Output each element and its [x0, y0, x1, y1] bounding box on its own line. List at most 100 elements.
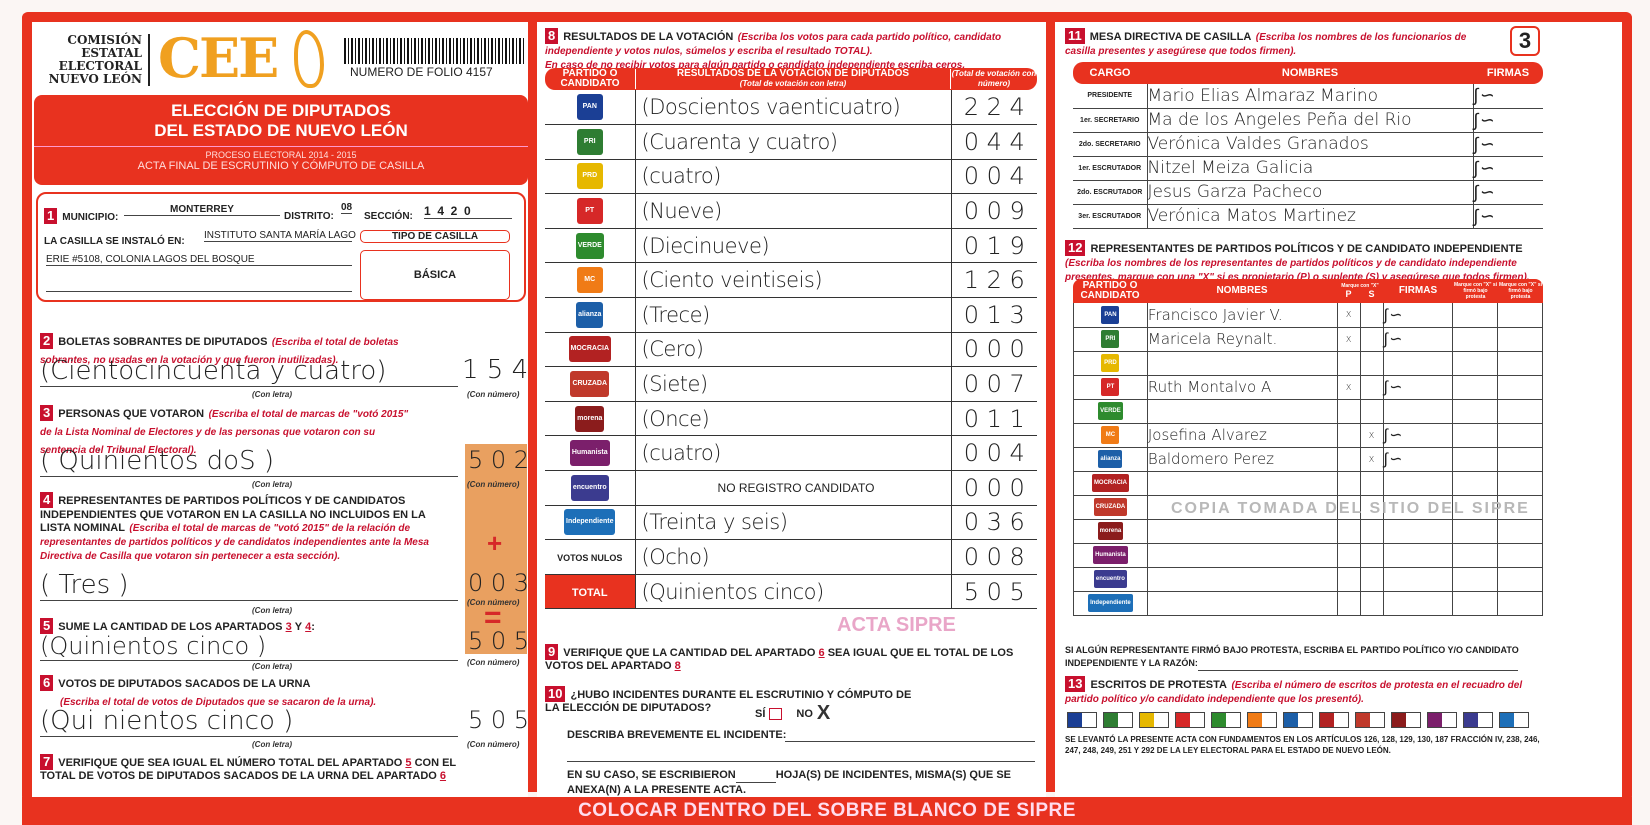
votes-numero-field[interactable]: 0 0 0 — [951, 470, 1037, 506]
nombre-field[interactable]: Ma de los Angeles Peña del Rio — [1146, 108, 1473, 133]
propietario-checkbox[interactable] — [1337, 543, 1361, 568]
nombre-field[interactable]: Maricela Reynalt. — [1147, 327, 1338, 352]
votes-numero-field[interactable]: 0 1 1 — [951, 401, 1037, 437]
protesta-checkbox[interactable] — [1497, 567, 1543, 592]
votes-letra-field[interactable]: (Once) — [635, 401, 952, 437]
suplente-checkbox[interactable] — [1360, 399, 1384, 424]
votes-numero-field[interactable]: 0 3 6 — [951, 505, 1037, 541]
seccion-field[interactable]: 1 4 2 0 — [424, 204, 512, 219]
incident-description-line[interactable] — [567, 748, 1035, 762]
votaron-letra-field[interactable]: ( Quinientos doS ) — [40, 446, 458, 477]
nombre-field[interactable]: Mario Elias Almaraz Marino — [1146, 84, 1473, 109]
propietario-checkbox[interactable] — [1337, 423, 1361, 448]
suplente-checkbox[interactable] — [1360, 327, 1384, 352]
protesta-checkbox[interactable] — [1452, 423, 1499, 448]
votes-numero-field[interactable]: 0 0 9 — [951, 193, 1037, 229]
votes-numero-field[interactable]: 0 0 7 — [951, 366, 1037, 402]
suma-letra-field[interactable]: (Quinientos cinco ) — [40, 632, 458, 661]
votaron-numero-field[interactable]: 5 0 2 — [468, 446, 530, 474]
protesta-checkbox[interactable] — [1452, 375, 1499, 400]
suplente-checkbox[interactable] — [1360, 567, 1384, 592]
nombre-field[interactable] — [1147, 543, 1338, 568]
suplente-checkbox[interactable] — [1360, 471, 1384, 496]
firma-field[interactable]: ∫∽ — [1383, 375, 1454, 400]
protesta-checkbox[interactable] — [1497, 375, 1543, 400]
votes-numero-field[interactable]: 0 0 4 — [951, 435, 1037, 472]
votes-numero-field[interactable]: 0 4 4 — [951, 124, 1037, 160]
nombre-field[interactable]: Nitzel Meiza Galicia — [1146, 156, 1473, 181]
nombre-field[interactable]: Verónica Valdes Granados — [1146, 132, 1473, 157]
protesta-checkbox[interactable] — [1497, 423, 1543, 448]
suplente-checkbox[interactable] — [1360, 495, 1384, 520]
votes-letra-field[interactable]: (Nueve) — [635, 193, 952, 229]
escrito-protesta-box[interactable] — [1175, 712, 1205, 728]
votes-letra-field[interactable]: (cuatro) — [635, 159, 952, 195]
hojas-count-field[interactable] — [735, 768, 776, 783]
nombre-field[interactable] — [1147, 351, 1338, 376]
votes-numero-field[interactable]: 0 0 0 — [951, 332, 1037, 368]
address-field[interactable]: ERIE #5108, COLONIA LAGOS DEL BOSQUE — [46, 254, 352, 266]
nombre-field[interactable] — [1147, 591, 1338, 616]
votes-letra-field[interactable]: (cuatro) — [635, 435, 952, 472]
protesta-checkbox[interactable] — [1497, 351, 1543, 376]
nombre-field[interactable]: Jesus Garza Pacheco — [1146, 180, 1473, 205]
nombre-field[interactable]: Ruth Montalvo A — [1147, 375, 1338, 400]
votes-letra-field[interactable]: (Quinientos cinco) — [635, 574, 952, 610]
votes-numero-field[interactable]: 0 1 9 — [951, 228, 1037, 264]
urna-numero-field[interactable]: 5 0 5 — [468, 706, 530, 734]
propietario-checkbox[interactable]: X — [1337, 303, 1361, 328]
escrito-protesta-box[interactable] — [1283, 712, 1313, 728]
nombre-field[interactable] — [1147, 567, 1338, 592]
suplente-checkbox[interactable] — [1360, 543, 1384, 568]
escrito-protesta-box[interactable] — [1463, 712, 1493, 728]
firma-field[interactable] — [1383, 519, 1454, 544]
firma-field[interactable]: ∫∽ — [1472, 84, 1543, 109]
suplente-checkbox[interactable] — [1360, 519, 1384, 544]
votes-numero-field[interactable]: 0 1 3 — [951, 297, 1037, 333]
suma-numero-field[interactable]: 5 0 5 — [468, 627, 530, 655]
propietario-checkbox[interactable] — [1337, 471, 1361, 496]
protesta-reason-field[interactable] — [1197, 657, 1518, 671]
firma-field[interactable] — [1383, 543, 1454, 568]
nombre-field[interactable]: Francisco Javier V. — [1147, 303, 1338, 328]
protesta-checkbox[interactable] — [1452, 591, 1499, 616]
protesta-checkbox[interactable] — [1452, 303, 1499, 328]
votes-letra-field[interactable]: (Doscientos vaenticuatro) — [635, 90, 952, 126]
escrito-protesta-box[interactable] — [1391, 712, 1421, 728]
propietario-checkbox[interactable]: X — [1337, 327, 1361, 352]
votes-letra-field[interactable]: NO REGISTRO CANDIDATO — [635, 470, 952, 506]
escrito-protesta-box[interactable] — [1499, 712, 1529, 728]
escrito-protesta-box[interactable] — [1355, 712, 1385, 728]
suplente-checkbox[interactable] — [1360, 375, 1384, 400]
protesta-checkbox[interactable] — [1452, 519, 1499, 544]
votes-numero-field[interactable]: 0 0 4 — [951, 159, 1037, 195]
escrito-protesta-box[interactable] — [1139, 712, 1169, 728]
votes-letra-field[interactable]: (Cero) — [635, 332, 952, 368]
protesta-checkbox[interactable] — [1452, 543, 1499, 568]
propietario-checkbox[interactable] — [1337, 399, 1361, 424]
protesta-checkbox[interactable] — [1452, 495, 1499, 520]
votes-letra-field[interactable]: (Ciento veintiseis) — [635, 262, 952, 299]
escrito-protesta-box[interactable] — [1247, 712, 1277, 728]
protesta-checkbox[interactable] — [1497, 399, 1543, 424]
distrito-field[interactable]: 08 — [341, 202, 353, 214]
firma-field[interactable] — [1383, 591, 1454, 616]
firma-field[interactable] — [1383, 495, 1454, 520]
nombre-field[interactable]: Josefina Alvarez — [1147, 423, 1338, 448]
protesta-checkbox[interactable] — [1452, 471, 1499, 496]
protesta-checkbox[interactable] — [1452, 351, 1499, 376]
protesta-checkbox[interactable] — [1497, 327, 1543, 352]
representantes-letra-field[interactable]: ( Tres ) — [40, 570, 458, 601]
firma-field[interactable]: ∫∽ — [1472, 204, 1543, 229]
protesta-checkbox[interactable] — [1452, 447, 1499, 472]
firma-field[interactable] — [1383, 471, 1454, 496]
nombre-field[interactable] — [1147, 471, 1338, 496]
protesta-checkbox[interactable] — [1497, 447, 1543, 472]
suplente-checkbox[interactable] — [1360, 591, 1384, 616]
firma-field[interactable]: ∫∽ — [1383, 303, 1454, 328]
firma-field[interactable]: ∫∽ — [1472, 132, 1543, 157]
nombre-field[interactable]: Verónica Matos Martinez — [1146, 204, 1473, 229]
nombre-field[interactable]: Baldomero Perez — [1147, 447, 1338, 472]
propietario-checkbox[interactable] — [1337, 495, 1361, 520]
escrito-protesta-box[interactable] — [1103, 712, 1133, 728]
